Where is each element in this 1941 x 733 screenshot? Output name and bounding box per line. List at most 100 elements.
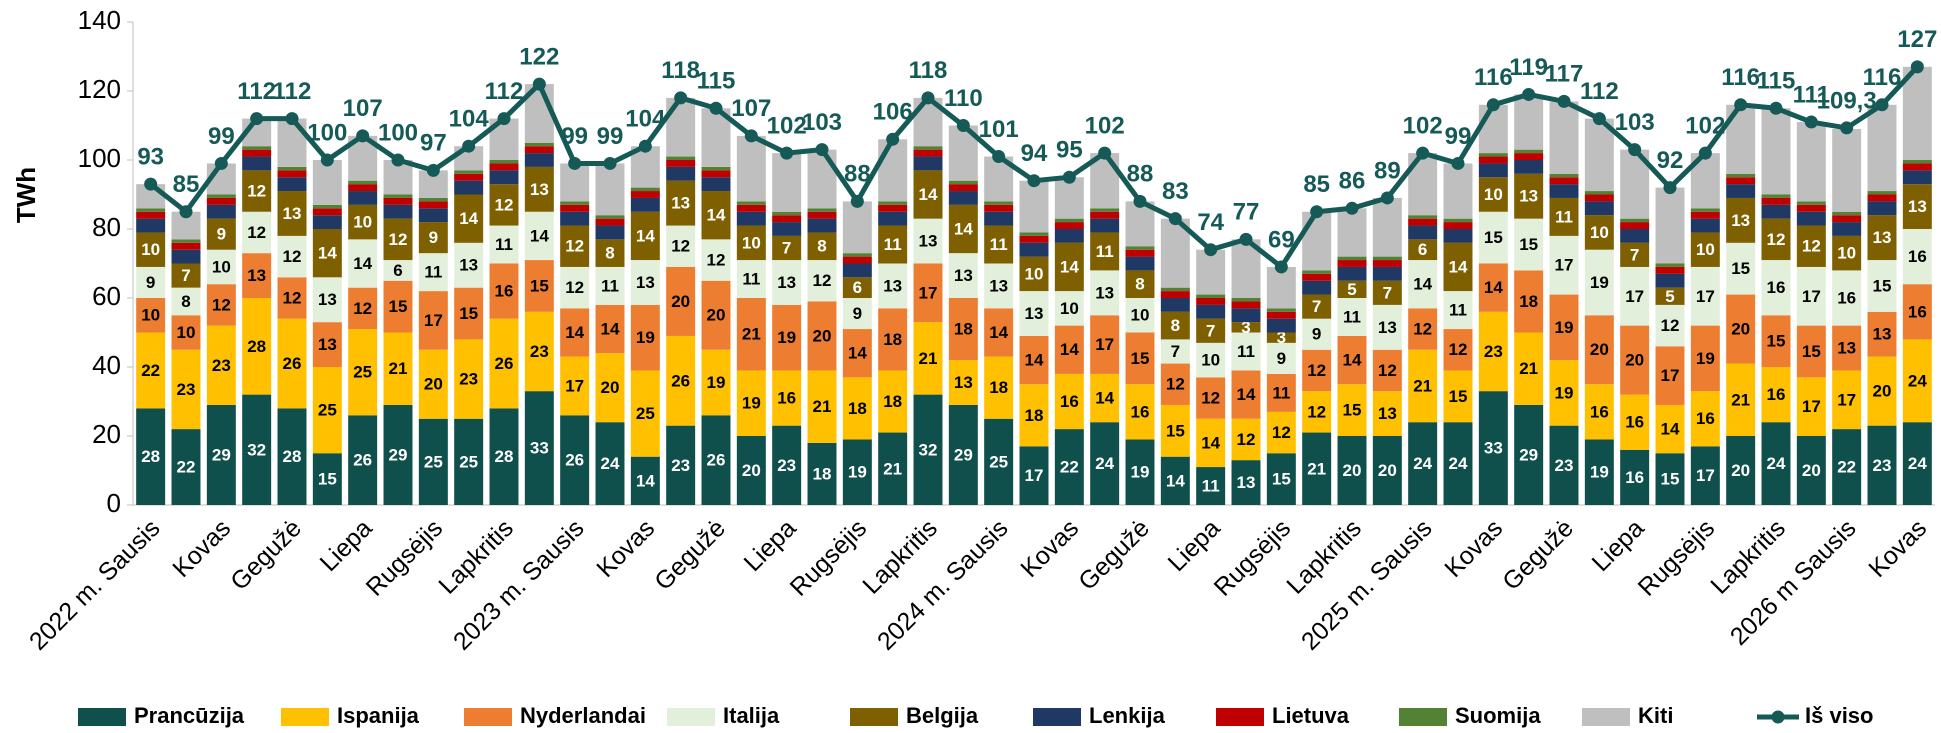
x-tick-label: Liepa — [1587, 514, 1650, 577]
bar-segment — [630, 191, 660, 198]
bar-segment — [1443, 329, 1473, 371]
bar-segment — [560, 308, 590, 357]
segment-label: 12 — [389, 230, 408, 249]
segment-label: 25 — [424, 452, 443, 471]
bar-segment — [1867, 194, 1897, 202]
bar-segment — [666, 225, 696, 267]
bar-segment — [489, 184, 519, 226]
segment-label: 16 — [1837, 288, 1856, 307]
bar-segment — [1761, 218, 1791, 261]
bar-segment — [383, 194, 413, 198]
bar-segment — [1443, 291, 1473, 330]
bar-segment — [842, 298, 872, 330]
bar-segment — [842, 329, 872, 378]
segment-label: 15 — [318, 470, 337, 489]
bar-segment — [913, 263, 943, 323]
segment-label: 10 — [1131, 306, 1150, 325]
segment-label: 17 — [919, 283, 938, 302]
bar-segment — [242, 146, 272, 150]
bar-segment — [842, 253, 872, 257]
x-tick-label: Kovas — [1015, 514, 1084, 583]
segment-label: 20 — [1802, 461, 1821, 480]
bar-segment — [1337, 260, 1367, 267]
legend-swatch — [1216, 708, 1264, 726]
bar-segment — [136, 211, 166, 219]
bar-segment — [630, 260, 660, 305]
bar-segment — [595, 266, 625, 305]
total-label: 69 — [1268, 226, 1295, 253]
bar-segment — [206, 249, 236, 285]
segment-label: 33 — [530, 439, 549, 458]
total-marker — [603, 156, 617, 170]
segment-label: 19 — [1696, 349, 1715, 368]
bar-segment — [1231, 370, 1261, 419]
bar-segment — [1726, 197, 1756, 243]
legend-label: Italija — [723, 703, 780, 728]
segment-label: 10 — [1484, 185, 1503, 204]
bar-segment — [1054, 177, 1084, 219]
bar-segment — [701, 349, 731, 416]
segment-label: 23 — [1555, 456, 1574, 475]
bar-segment — [1584, 191, 1614, 195]
total-marker — [638, 139, 652, 153]
bar-segment — [1090, 270, 1120, 316]
bar-segment — [807, 301, 837, 371]
segment-label: 13 — [777, 273, 796, 292]
bar-segment — [1549, 197, 1579, 236]
segment-label: 13 — [318, 290, 337, 309]
bar-segment — [1090, 211, 1120, 219]
bar-segment — [913, 149, 943, 157]
bar-segment — [1761, 194, 1791, 198]
bar-segment — [842, 377, 872, 440]
bar-segment — [772, 215, 802, 223]
bar-segment — [878, 370, 908, 433]
bar-segment — [630, 456, 660, 505]
bar-segment — [171, 429, 201, 505]
legend-item: Kiti — [1582, 703, 1673, 728]
total-marker — [1698, 146, 1712, 160]
bar-segment — [454, 170, 484, 174]
segment-label: 26 — [495, 354, 514, 373]
legend-item: Iš viso — [1757, 703, 1873, 728]
bar-segment — [1443, 242, 1473, 292]
total-marker — [1274, 260, 1288, 274]
bar-segment — [1655, 346, 1685, 405]
bar-segment — [772, 304, 802, 371]
segment-label: 15 — [389, 297, 408, 316]
bar-segment — [1620, 449, 1650, 505]
bar-segment — [348, 184, 378, 192]
segment-label: 14 — [848, 344, 867, 363]
bar-segment — [560, 266, 590, 309]
segment-label: 12 — [1201, 389, 1220, 408]
segment-label: 13 — [883, 276, 902, 295]
bar-segment — [878, 139, 908, 202]
bar-segment — [348, 329, 378, 416]
bar-segment — [1443, 222, 1473, 229]
bar-segment — [524, 260, 554, 312]
bar-segment — [524, 391, 554, 505]
segment-label: 14 — [989, 323, 1008, 342]
total-label: 99 — [561, 123, 588, 150]
total-label: 112 — [273, 78, 312, 105]
bar-segment — [1726, 436, 1756, 505]
bar-segment — [1337, 335, 1367, 385]
bar-segment — [1832, 215, 1862, 223]
segment-label: 8 — [181, 292, 190, 311]
bar-segment — [206, 284, 236, 326]
bar-segment — [1584, 118, 1614, 192]
total-marker — [356, 129, 370, 143]
total-marker — [850, 194, 864, 208]
x-tick-label: Rugsėjis — [1633, 514, 1721, 602]
segment-label: 12 — [247, 223, 266, 242]
segment-label: 24 — [1767, 454, 1786, 473]
x-tick-label: Kovas — [167, 514, 236, 583]
segment-label: 20 — [424, 375, 443, 394]
bar-segment — [489, 263, 519, 319]
segment-label: 9 — [429, 228, 438, 247]
segment-label: 18 — [1519, 292, 1538, 311]
total-label: 89 — [1374, 157, 1401, 184]
bar-segment — [772, 211, 802, 216]
segment-label: 12 — [1307, 361, 1326, 380]
bar-segment — [1902, 339, 1932, 423]
bar-segment — [772, 425, 802, 505]
